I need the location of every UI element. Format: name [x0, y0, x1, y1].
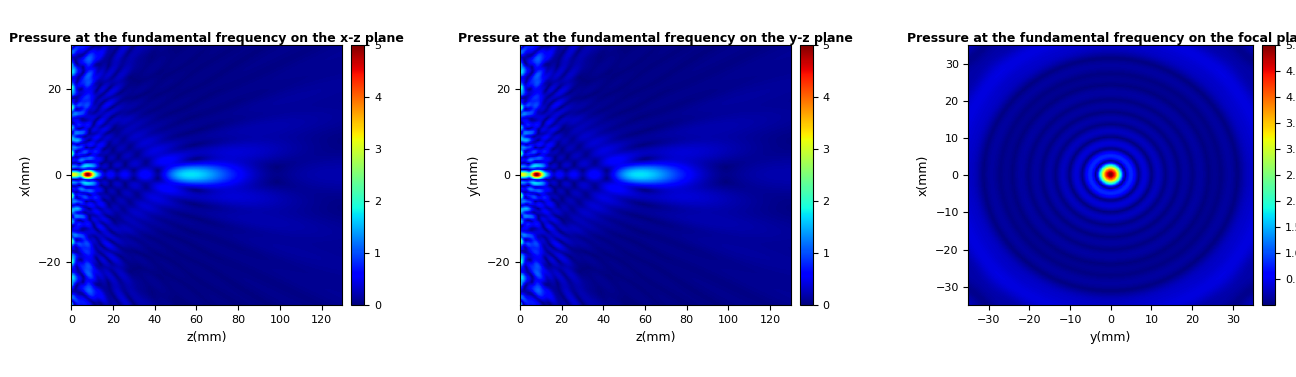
Y-axis label: x(mm): x(mm)	[19, 155, 32, 196]
X-axis label: z(mm): z(mm)	[635, 331, 675, 344]
Title: Pressure at the fundamental frequency on the x-z plane: Pressure at the fundamental frequency on…	[9, 32, 404, 45]
Title: Pressure at the fundamental frequency on the focal plane: Pressure at the fundamental frequency on…	[907, 32, 1296, 45]
X-axis label: y(mm): y(mm)	[1090, 331, 1131, 344]
Y-axis label: y(mm): y(mm)	[468, 155, 481, 196]
Y-axis label: x(mm): x(mm)	[916, 155, 929, 196]
X-axis label: z(mm): z(mm)	[187, 331, 227, 344]
Title: Pressure at the fundamental frequency on the y-z plane: Pressure at the fundamental frequency on…	[457, 32, 853, 45]
